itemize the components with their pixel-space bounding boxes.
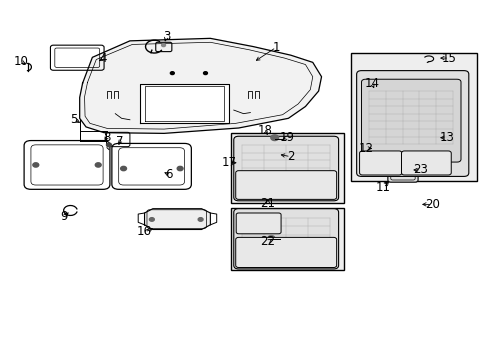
Bar	[350, 53, 476, 181]
Text: 2: 2	[286, 150, 294, 163]
FancyBboxPatch shape	[235, 171, 336, 199]
Bar	[230, 208, 343, 270]
Text: 15: 15	[441, 51, 456, 64]
Circle shape	[270, 135, 278, 140]
Text: 21: 21	[260, 197, 275, 210]
Text: 3: 3	[163, 30, 170, 43]
Text: 18: 18	[257, 124, 272, 137]
Circle shape	[121, 166, 126, 171]
FancyBboxPatch shape	[235, 237, 336, 267]
Polygon shape	[80, 39, 321, 134]
Text: 6: 6	[165, 168, 172, 181]
Text: 8: 8	[102, 131, 110, 144]
Circle shape	[106, 143, 111, 147]
FancyBboxPatch shape	[233, 136, 338, 201]
Polygon shape	[144, 209, 210, 229]
Text: 7: 7	[116, 135, 123, 148]
FancyBboxPatch shape	[387, 163, 417, 182]
Circle shape	[203, 72, 207, 75]
Text: 19: 19	[279, 131, 294, 144]
Text: 12: 12	[358, 142, 373, 155]
Text: 14: 14	[364, 77, 379, 90]
Text: 13: 13	[439, 131, 453, 144]
Text: 22: 22	[260, 235, 275, 248]
FancyBboxPatch shape	[233, 209, 338, 269]
Circle shape	[170, 72, 174, 75]
Circle shape	[423, 161, 427, 164]
Circle shape	[177, 166, 183, 171]
Text: 17: 17	[221, 156, 236, 169]
Circle shape	[161, 44, 165, 46]
Polygon shape	[140, 84, 228, 123]
Text: 11: 11	[375, 181, 390, 194]
Text: 4: 4	[99, 52, 106, 65]
FancyBboxPatch shape	[359, 151, 401, 175]
Text: 5: 5	[70, 113, 78, 126]
Circle shape	[33, 163, 39, 167]
Circle shape	[267, 235, 274, 240]
Circle shape	[149, 218, 154, 221]
Text: 9: 9	[60, 210, 68, 223]
FancyBboxPatch shape	[361, 79, 460, 162]
Circle shape	[95, 163, 101, 167]
Text: 16: 16	[137, 225, 152, 238]
Circle shape	[366, 91, 372, 95]
Circle shape	[269, 152, 276, 157]
FancyBboxPatch shape	[356, 71, 468, 176]
Bar	[230, 134, 343, 203]
Text: 1: 1	[272, 41, 279, 54]
Circle shape	[198, 218, 203, 221]
FancyBboxPatch shape	[236, 213, 281, 234]
Text: 20: 20	[424, 198, 439, 211]
Text: 23: 23	[413, 163, 427, 176]
Text: 10: 10	[14, 55, 29, 68]
FancyBboxPatch shape	[401, 151, 450, 175]
